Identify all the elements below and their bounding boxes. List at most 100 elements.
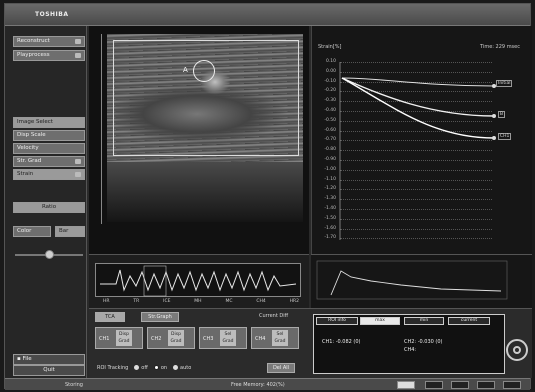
reconstruct-button[interactable]: Reconstruct xyxy=(13,36,85,47)
radio-on[interactable]: on xyxy=(153,365,168,371)
probe-icon xyxy=(506,339,528,361)
b-end-dot xyxy=(492,114,496,118)
rtab-current[interactable]: current xyxy=(448,317,490,325)
y-tick-label: -0.70 xyxy=(324,137,336,143)
gridline xyxy=(340,81,492,83)
y-tick-label: -1.50 xyxy=(324,215,336,221)
ch3-sel-label: Sel xyxy=(224,332,232,337)
ch2-control[interactable]: CH2 Disp Grad xyxy=(147,327,195,349)
initial-end-dot xyxy=(492,84,496,88)
ch3-control[interactable]: CH3 Sel Grad xyxy=(199,327,247,349)
roi-marker[interactable] xyxy=(193,60,215,82)
rtab-roi-info[interactable]: ROI info xyxy=(316,317,358,325)
ch1-disp-label: Disp xyxy=(119,332,129,337)
ch2-value: CH2: -0.030 (0) xyxy=(404,339,443,345)
gridline xyxy=(340,218,492,220)
waveform-label: TR xyxy=(133,299,140,304)
tab-tca[interactable]: TCA xyxy=(95,312,125,322)
y-tick-label: -1.00 xyxy=(324,166,336,172)
y-tick-label: -1.40 xyxy=(324,206,336,211)
depth-scale xyxy=(101,34,105,224)
waveform-label: ICE xyxy=(163,299,171,304)
gridline xyxy=(340,228,492,230)
y-tick-label: -0.20 xyxy=(324,88,336,94)
gridline xyxy=(340,169,492,171)
toggle-icon xyxy=(75,172,81,177)
radio-off[interactable]: off xyxy=(134,365,148,371)
ch4-sel-button[interactable]: Sel Grad xyxy=(272,330,288,346)
roi-tracking-label: ROI Tracking xyxy=(97,365,129,371)
gridline xyxy=(340,189,492,191)
ch1-disp-button[interactable]: Disp Grad xyxy=(116,330,132,346)
waveform-panel: HR TR ICE MH MC CH4 HR2 xyxy=(89,254,309,308)
y-tick-label: -0.10 xyxy=(324,78,336,84)
indicator-3[interactable] xyxy=(451,381,469,389)
ch2-disp-button[interactable]: Disp Grad xyxy=(168,330,184,346)
file-button[interactable]: ▪ File xyxy=(13,354,85,365)
y-tick-label: -1.20 xyxy=(324,186,336,192)
color-button[interactable]: Color xyxy=(13,226,51,237)
radio-auto-label: auto xyxy=(180,365,192,371)
strain-button[interactable]: Strain xyxy=(13,169,85,180)
gridline xyxy=(340,120,492,122)
disp-scale-button[interactable]: Disp Scale xyxy=(13,130,85,141)
waveform-label: MH xyxy=(194,299,202,304)
bar-button[interactable]: Bar xyxy=(55,226,85,237)
roi-box[interactable] xyxy=(113,40,299,156)
ch2-grad-label: Grad xyxy=(170,339,182,344)
toggle-icon xyxy=(75,159,81,164)
rtab-min[interactable]: min xyxy=(404,317,444,325)
waveform-line xyxy=(100,269,297,292)
image-select-label: Image Select xyxy=(17,119,53,125)
waveform-label: MC xyxy=(225,299,233,304)
gridline xyxy=(340,209,492,210)
legend-b: B xyxy=(498,111,506,118)
ch3-sel-button[interactable]: Sel Grad xyxy=(220,330,236,346)
y-tick-label: -1.30 xyxy=(324,196,336,202)
velocity-button[interactable]: Velocity xyxy=(13,143,85,154)
ch4-sel-label: Sel xyxy=(276,332,284,337)
y-tick-label: 0.00 xyxy=(325,68,336,74)
color-slider-handle[interactable] xyxy=(45,250,54,259)
y-tick-label: -1.10 xyxy=(324,176,336,182)
rtab-max[interactable]: max xyxy=(360,317,400,325)
image-fade xyxy=(107,162,303,222)
ch2-label: CH2 xyxy=(151,336,162,342)
waveform-svg xyxy=(100,265,297,297)
initial-curve xyxy=(341,77,495,87)
indicator-4[interactable] xyxy=(477,381,495,389)
radio-on-icon xyxy=(153,365,159,370)
color-label: Color xyxy=(17,228,32,234)
ch1-control[interactable]: CH1 Disp Grad xyxy=(95,327,143,349)
ultrasound-viewport[interactable]: A xyxy=(89,26,309,254)
str-grad-label: Str. Grad xyxy=(17,158,42,164)
tab-str-graph[interactable]: Str.Graph xyxy=(141,312,179,322)
indicator-5[interactable] xyxy=(503,381,521,389)
y-tick-label: -0.40 xyxy=(324,108,336,113)
waveform-label: HR xyxy=(103,299,110,304)
str-grad-button[interactable]: Str. Grad xyxy=(13,156,85,167)
sidebar: Reconstruct Playprocess Image Select Dis… xyxy=(5,26,87,378)
ch1-end-dot xyxy=(492,136,496,140)
quit-button[interactable]: Quit xyxy=(13,365,85,376)
graph-title: Strain[%] xyxy=(318,44,342,50)
mini-graph-svg xyxy=(316,260,508,300)
indicator-2[interactable] xyxy=(425,381,443,389)
roi-info-panel: ROI info max min current CH1: -0.082 (0)… xyxy=(313,314,505,374)
title-bar: TOSHIBA xyxy=(5,4,530,26)
gridline xyxy=(340,111,492,112)
mini-curve xyxy=(330,270,502,296)
indicator-1[interactable] xyxy=(397,381,415,389)
ch4-control[interactable]: CH4 Sel Grad xyxy=(251,327,299,349)
waveform-selection xyxy=(143,265,167,297)
waveform-label: HR2 xyxy=(289,299,299,304)
radio-on-label: on xyxy=(160,365,168,371)
image-select-button[interactable]: Image Select xyxy=(13,117,85,128)
del-all-button[interactable]: Del All xyxy=(267,363,295,373)
y-tick-label: -0.60 xyxy=(324,127,336,133)
playprocess-button[interactable]: Playprocess xyxy=(13,50,85,61)
current-diff-label: Current Diff xyxy=(259,313,289,319)
radio-auto[interactable]: auto xyxy=(173,365,191,371)
graph-time: Time: 229 msec xyxy=(480,44,520,50)
ratio-button[interactable]: Ratio xyxy=(13,202,85,213)
